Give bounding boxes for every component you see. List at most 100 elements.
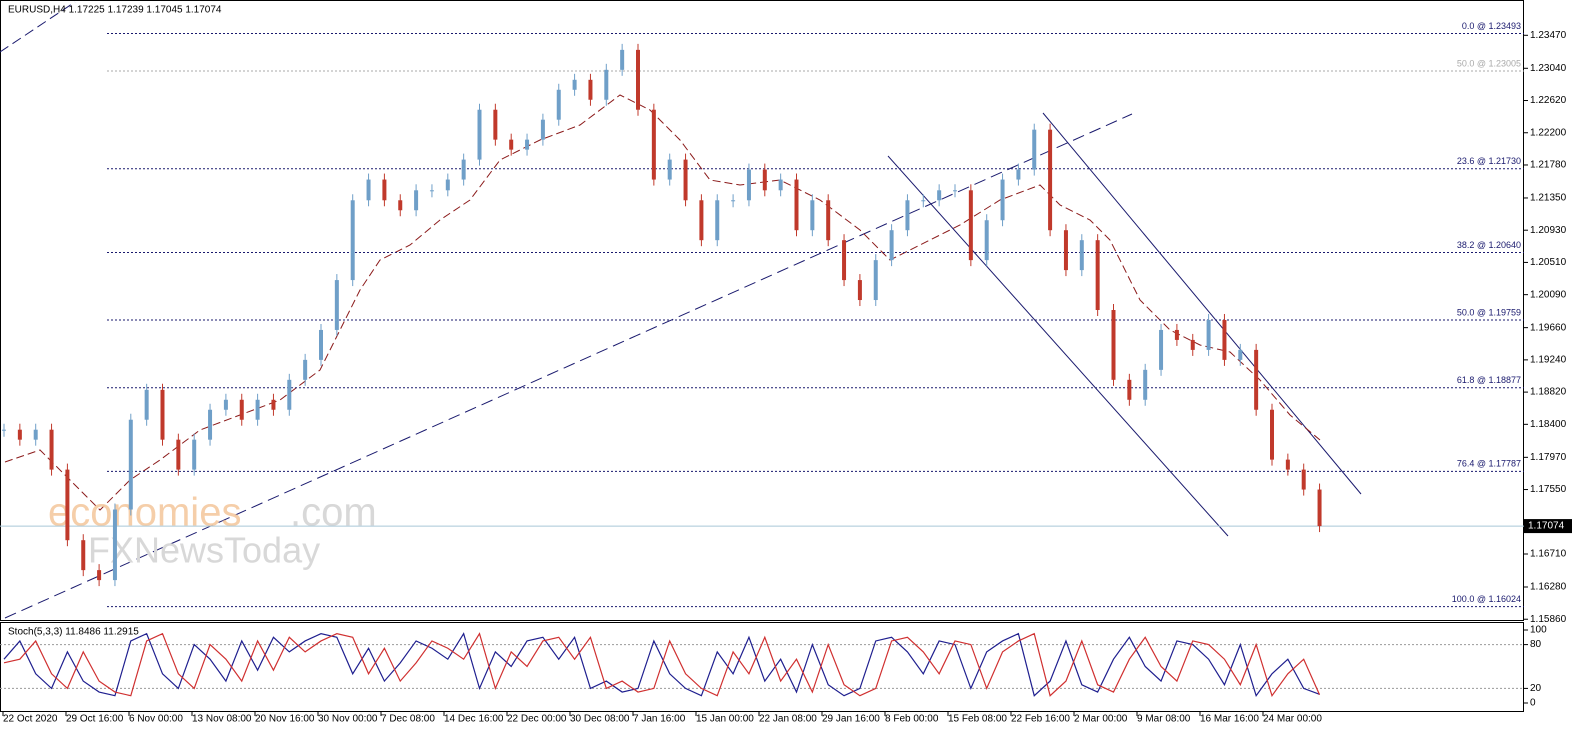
fib-label: 61.8 @ 1.18877 bbox=[1457, 375, 1521, 385]
candle-body bbox=[842, 240, 847, 281]
candle-body bbox=[525, 139, 530, 150]
candle-body bbox=[239, 399, 244, 420]
candle-body bbox=[873, 260, 878, 301]
candle-body bbox=[1254, 349, 1259, 410]
candle-body bbox=[303, 359, 308, 380]
trend-line bbox=[4, 113, 1133, 619]
y-tick-label: 20 bbox=[1530, 683, 1542, 694]
candle-body bbox=[905, 200, 910, 231]
candle-body bbox=[461, 159, 466, 180]
x-tick-label: 22 Feb 16:00 bbox=[1011, 714, 1070, 725]
candle-body bbox=[160, 389, 165, 440]
candle-body bbox=[604, 69, 609, 100]
candle-body bbox=[937, 190, 942, 201]
candle-body bbox=[398, 200, 403, 211]
candle-body bbox=[620, 49, 625, 70]
candle-body bbox=[1317, 489, 1322, 527]
y-tick-label: 80 bbox=[1530, 639, 1542, 650]
y-tick-label: 0 bbox=[1530, 698, 1536, 709]
candle-body bbox=[319, 329, 323, 360]
candle-body bbox=[889, 230, 894, 261]
candle-body bbox=[636, 49, 640, 110]
fib-label: 0.0 @ 1.23493 bbox=[1462, 21, 1521, 31]
y-tick-label: 1.16280 bbox=[1530, 582, 1567, 593]
x-tick-label: 14 Dec 16:00 bbox=[444, 714, 504, 725]
candle-body bbox=[984, 220, 989, 261]
candle-body bbox=[382, 179, 387, 201]
y-tick-label: 1.15860 bbox=[1530, 614, 1567, 625]
candle-body bbox=[366, 179, 371, 201]
y-tick-label: 1.21350 bbox=[1530, 193, 1567, 204]
candle-body bbox=[1190, 339, 1195, 350]
y-tick-label: 1.17550 bbox=[1530, 484, 1567, 495]
candle-body bbox=[445, 179, 450, 191]
x-tick-label: 2 Mar 00:00 bbox=[1074, 714, 1128, 725]
candle-body bbox=[1048, 129, 1053, 231]
y-tick-label: 1.23470 bbox=[1530, 30, 1567, 41]
y-tick-label: 1.21780 bbox=[1530, 160, 1567, 171]
x-tick-label: 7 Dec 08:00 bbox=[381, 714, 435, 725]
candle-body bbox=[144, 389, 149, 420]
candle-body bbox=[255, 399, 260, 420]
x-tick-label: 15 Feb 08:00 bbox=[948, 714, 1007, 725]
fib-label: 100.0 @ 1.16024 bbox=[1452, 594, 1521, 604]
x-tick-label: 22 Oct 2020 bbox=[3, 714, 58, 725]
candle-body bbox=[1174, 329, 1179, 340]
candle-body bbox=[97, 570, 102, 581]
candle-body bbox=[1159, 329, 1164, 370]
candle-body bbox=[1079, 240, 1084, 271]
y-tick-label: 1.22200 bbox=[1530, 127, 1567, 138]
x-tick-label: 22 Jan 08:00 bbox=[759, 714, 817, 725]
stoch-frame bbox=[0, 622, 1524, 712]
candle-body bbox=[1000, 179, 1005, 221]
fib-label: 38.2 @ 1.20640 bbox=[1457, 240, 1521, 250]
candle-body bbox=[65, 469, 70, 541]
chart-title: EURUSD,H4 1.17225 1.17239 1.17045 1.1707… bbox=[8, 5, 222, 16]
candle-body bbox=[699, 200, 704, 241]
candle-body bbox=[1238, 349, 1243, 360]
candle-body bbox=[208, 409, 213, 440]
y-tick-label: 1.20930 bbox=[1530, 225, 1567, 236]
candle-body bbox=[826, 200, 831, 241]
y-tick-label: 1.20090 bbox=[1530, 289, 1567, 300]
x-tick-label: 13 Nov 08:00 bbox=[192, 714, 252, 725]
candle-body bbox=[1143, 369, 1148, 400]
candle-body bbox=[968, 190, 973, 261]
candle-body bbox=[857, 280, 862, 301]
y-tick-label: 1.16710 bbox=[1530, 549, 1567, 560]
candle-body bbox=[2, 429, 6, 431]
candle-body bbox=[540, 119, 545, 140]
watermark: .com bbox=[290, 491, 377, 535]
candle-body bbox=[1032, 129, 1037, 170]
candle-body bbox=[1095, 240, 1100, 310]
stoch-title: Stoch(5,3,3) 11.8486 11.2915 bbox=[8, 627, 139, 638]
x-tick-label: 29 Oct 16:00 bbox=[66, 714, 124, 725]
candle-body bbox=[223, 399, 228, 410]
stoch-line bbox=[3, 632, 1321, 698]
candle-body bbox=[651, 109, 656, 180]
y-tick-label: 1.20510 bbox=[1530, 257, 1567, 268]
candle-body bbox=[81, 540, 86, 571]
candle-body bbox=[1127, 379, 1132, 400]
candle-body bbox=[1270, 409, 1274, 460]
candle-body bbox=[1016, 169, 1021, 180]
x-tick-label: 8 Feb 00:00 bbox=[885, 714, 939, 725]
x-tick-label: 6 Nov 00:00 bbox=[129, 714, 183, 725]
candle-body bbox=[588, 79, 593, 100]
candle-body bbox=[1063, 230, 1068, 271]
fib-label: 50.0 @ 1.19759 bbox=[1457, 307, 1521, 317]
x-tick-label: 9 Mar 08:00 bbox=[1137, 714, 1191, 725]
x-tick-label: 16 Mar 16:00 bbox=[1200, 714, 1259, 725]
candle-body bbox=[556, 89, 561, 120]
candle-body bbox=[192, 439, 197, 470]
x-tick-label: 29 Jan 16:00 bbox=[822, 714, 880, 725]
candle-body bbox=[1206, 319, 1211, 350]
candle-body bbox=[287, 379, 292, 410]
candle-body bbox=[49, 429, 54, 470]
candle-body bbox=[1111, 310, 1116, 380]
fib-label: 23.6 @ 1.21730 bbox=[1457, 156, 1521, 166]
candle-body bbox=[667, 159, 672, 180]
